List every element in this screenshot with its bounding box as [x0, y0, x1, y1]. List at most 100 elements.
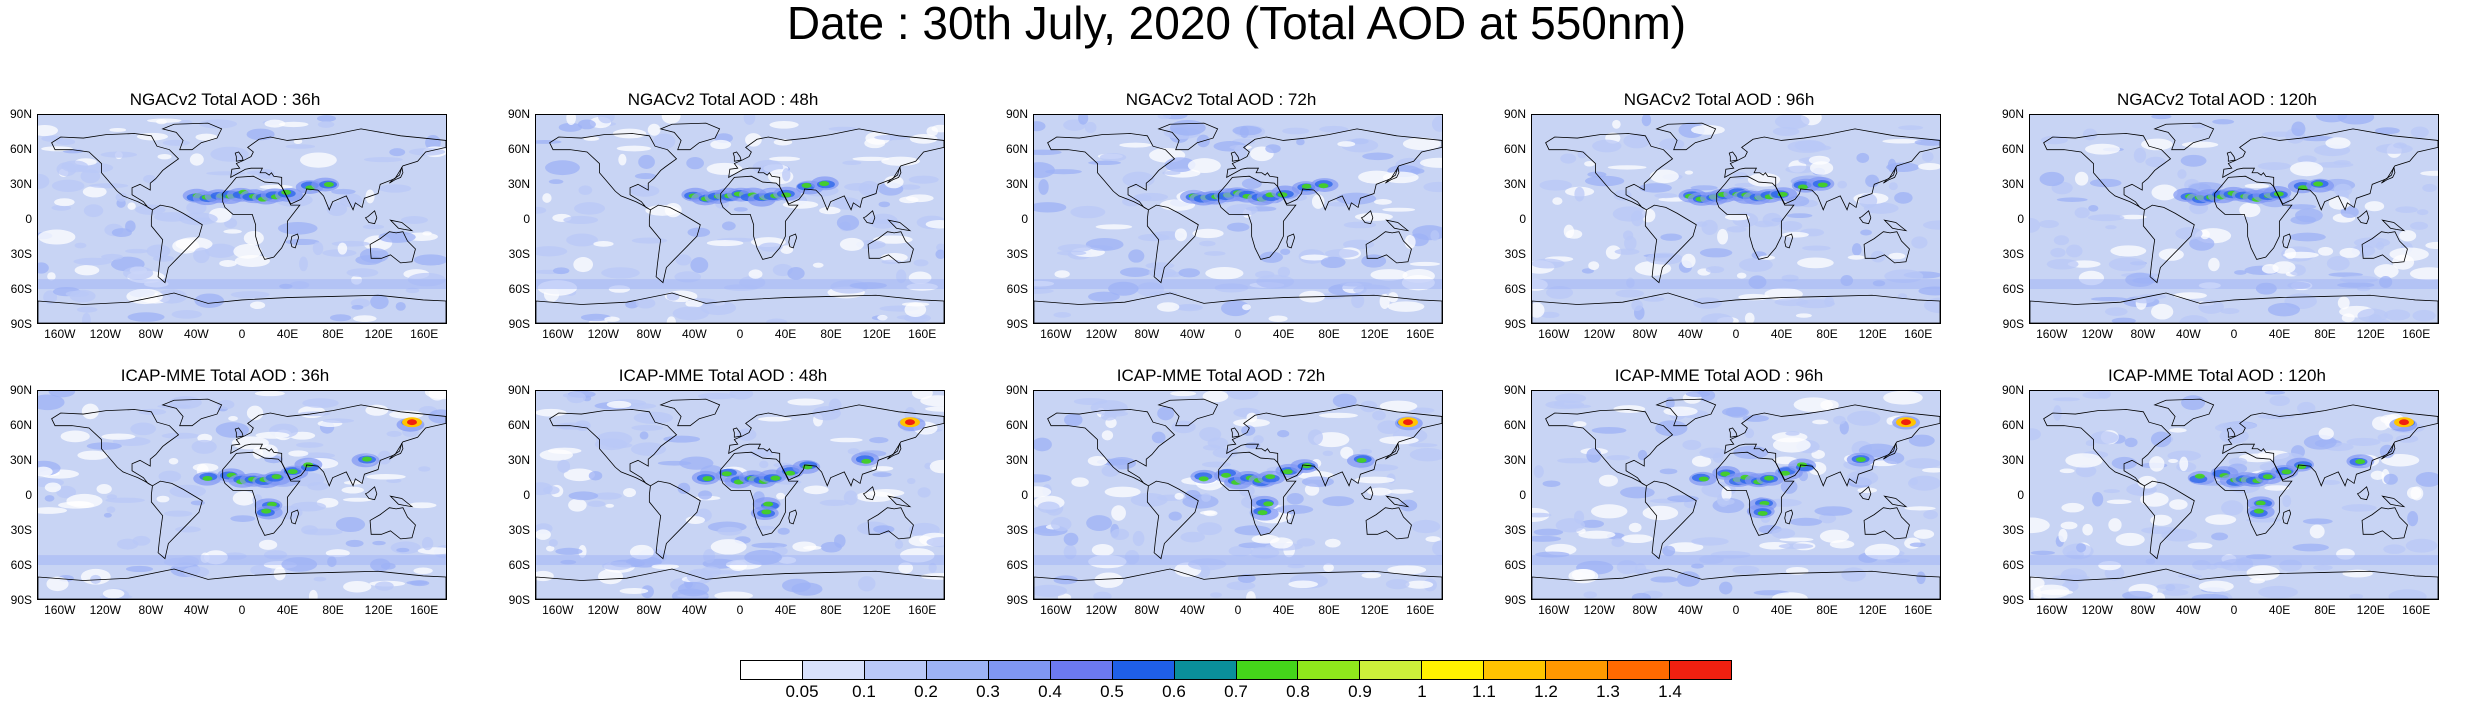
coastline-japan — [1385, 166, 1400, 184]
lat-tick-label: 30S — [1504, 523, 1526, 537]
lon-tick-label: 0 — [736, 603, 744, 617]
coastline-north-america — [1047, 409, 1176, 487]
lat-tick-label: 60S — [1504, 282, 1526, 296]
colorbar-tick-label: 0.05 — [785, 682, 819, 701]
coastline-antarctica — [536, 568, 944, 599]
coastline-eurasia — [1226, 404, 1442, 487]
coastline-greenland — [2153, 122, 2215, 151]
lon-tick-label: 120E — [364, 327, 393, 341]
panel-title: ICAP-MME Total AOD : 36h — [120, 366, 330, 385]
coastline-japan — [887, 166, 902, 184]
lon-tick-label: 120E — [2356, 603, 2385, 617]
panel-title: ICAP-MME Total AOD : 48h — [618, 366, 828, 385]
lat-tick-label: 60S — [508, 282, 530, 296]
lon-tick-label: 160E — [1406, 603, 1435, 617]
lat-tick-label: 60S — [2002, 558, 2024, 572]
coastline-madagascar — [290, 509, 300, 525]
panel-title: NGACv2 Total AOD : 120h — [2116, 90, 2317, 109]
coastline-madagascar — [1784, 233, 1794, 249]
lat-tick-label: 90N — [9, 107, 32, 121]
lon-tick-label: 40E — [774, 603, 797, 617]
coastline-eurasia — [230, 404, 446, 487]
lon-tick-label: 160W — [1538, 603, 1570, 617]
lon-tick-label: 80E — [2314, 603, 2336, 617]
coastline-antarctica — [2030, 568, 2438, 599]
aod-map — [1531, 390, 1941, 600]
coastline-great-britain — [732, 151, 742, 162]
coastline-new-guinea — [389, 219, 414, 232]
coastline-north-america — [1545, 133, 1674, 211]
lon-tick-label: 40W — [2176, 603, 2201, 617]
lat-tick-label: 90N — [1005, 383, 1028, 397]
lat-tick-label: 30S — [508, 523, 530, 537]
colorbar-tick-label: 1.3 — [1596, 682, 1620, 701]
map-panel: ICAP-MME Total AOD : 48h 90N 60N 30N 0 30S 60S… — [498, 366, 948, 616]
lon-tick-label: 40E — [2268, 603, 2291, 617]
coastline-eurasia — [1226, 128, 1442, 211]
colorbar-segment — [1050, 661, 1113, 679]
lat-tick-label: 90N — [2001, 107, 2024, 121]
colorbar-segment — [1670, 661, 1731, 679]
coastline-eurasia — [1724, 128, 1940, 211]
lon-tick-label: 120W — [587, 327, 619, 341]
lon-tick-label: 80E — [1318, 327, 1340, 341]
coastline-eurasia — [1724, 404, 1940, 487]
lon-tick-label: 80W — [1632, 603, 1658, 617]
coastline-borneo — [2356, 486, 2370, 501]
coastline-australia — [1863, 231, 1910, 264]
lat-tick-label: 30N — [1503, 453, 1526, 467]
coastline-borneo — [1360, 210, 1374, 225]
lon-tick-label: 160E — [410, 327, 439, 341]
lat-tick-label: 60N — [1503, 418, 1526, 432]
lat-tick-label: 90S — [1504, 593, 1526, 607]
coastline-madagascar — [788, 509, 798, 525]
lat-tick-label: 30N — [2001, 177, 2024, 191]
coastline-japan — [1385, 442, 1400, 460]
coastline-new-guinea — [1385, 219, 1410, 232]
lat-tick-label: 0 — [25, 488, 32, 502]
colorbar-segment — [1422, 661, 1485, 679]
coastline-australia — [1365, 231, 1412, 264]
lat-tick-label: 60N — [507, 142, 530, 156]
coastline-australia — [2361, 231, 2408, 264]
map-panel: ICAP-MME Total AOD : 72h 90N 60N 30N 0 30S 60S… — [996, 366, 1446, 616]
colorbar-tick-label: 0.2 — [914, 682, 938, 701]
aod-map — [2029, 390, 2439, 600]
lat-tick-label: 30N — [9, 453, 32, 467]
colorbar-segment — [1546, 661, 1609, 679]
lon-tick-label: 40E — [1770, 327, 1793, 341]
lon-tick-label: 160W — [1040, 327, 1072, 341]
lon-tick-label: 40W — [2176, 327, 2201, 341]
colorbar-tick-label: 1.1 — [1472, 682, 1496, 701]
coastline-africa — [720, 175, 799, 260]
lat-tick-label: 60N — [2001, 418, 2024, 432]
lat-tick-label: 30S — [508, 247, 530, 261]
coastline-south-america — [1644, 204, 1697, 284]
lon-tick-label: 160E — [1406, 327, 1435, 341]
lon-tick-label: 40W — [1180, 603, 1205, 617]
panel-title: NGACv2 Total AOD : 48h — [627, 90, 819, 109]
lat-tick-label: 0 — [25, 212, 32, 226]
coastline-north-america — [51, 409, 180, 487]
lon-tick-label: 80E — [1816, 327, 1838, 341]
lon-tick-label: 120W — [2081, 603, 2113, 617]
figure-title: Date : 30th July, 2020 (Total AOD at 550… — [786, 0, 1687, 49]
lat-tick-label: 60S — [10, 558, 32, 572]
lat-tick-label: 30S — [10, 523, 32, 537]
colorbar-segment — [802, 661, 865, 679]
coastline-japan — [1883, 166, 1898, 184]
lat-tick-label: 0 — [2017, 488, 2024, 502]
lat-tick-label: 90S — [10, 317, 32, 331]
coastline-japan — [2381, 166, 2396, 184]
lat-tick-label: 90S — [1006, 593, 1028, 607]
lon-tick-label: 160W — [44, 603, 76, 617]
colorbar-segment — [1112, 661, 1175, 679]
lon-tick-label: 120W — [89, 327, 121, 341]
coastline-great-britain — [1728, 427, 1738, 438]
colorbar-tick-label: 0.7 — [1224, 682, 1248, 701]
coastline-madagascar — [2282, 233, 2292, 249]
lat-tick-label: 0 — [1021, 488, 1028, 502]
lat-tick-label: 0 — [523, 488, 530, 502]
coastline-eurasia — [2222, 404, 2438, 487]
lat-tick-label: 60S — [508, 558, 530, 572]
